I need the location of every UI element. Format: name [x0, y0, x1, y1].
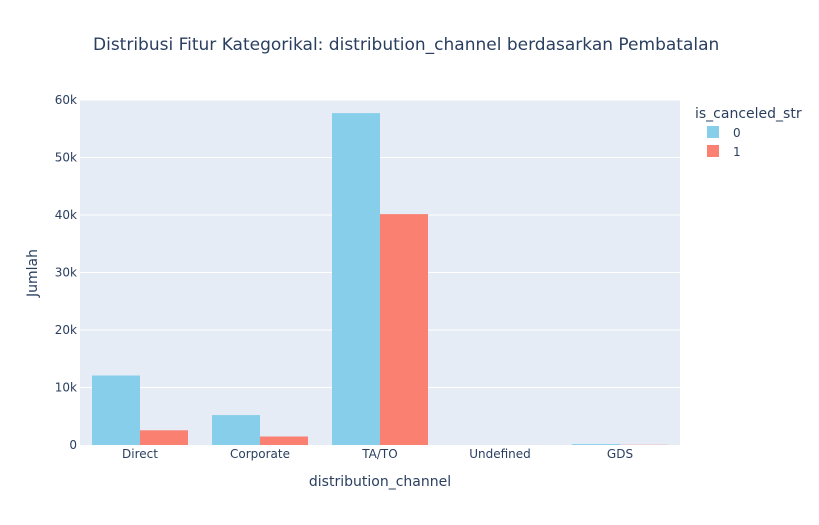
- x-tick-label: Undefined: [469, 447, 531, 461]
- bar: [92, 375, 140, 445]
- legend-title: is_canceled_str: [695, 106, 802, 122]
- y-tick-label: 30k: [55, 266, 77, 280]
- y-tick-label: 60k: [55, 93, 77, 107]
- legend-label: 0: [733, 126, 741, 140]
- legend-swatch: [707, 126, 719, 138]
- bar: [572, 444, 620, 445]
- y-tick-label: 0: [69, 438, 77, 452]
- bar: [332, 113, 380, 446]
- bars: [92, 113, 668, 446]
- x-axis-ticks: Direct Corporate TA/TO Undefined GDS: [122, 447, 633, 461]
- legend: is_canceled_str 0 1: [695, 106, 802, 159]
- bar: [212, 415, 260, 445]
- x-tick-label: Corporate: [230, 447, 290, 461]
- legend-swatch: [707, 145, 719, 157]
- y-axis-title: Jumlah: [25, 249, 41, 298]
- chart-title: Distribusi Fitur Kategorikal: distributi…: [93, 35, 719, 55]
- y-tick-label: 10k: [55, 381, 77, 395]
- y-tick-label: 20k: [55, 323, 77, 337]
- y-axis-ticks: 0 10k 20k 30k 40k 50k 60k: [55, 93, 77, 452]
- legend-label: 1: [733, 145, 741, 159]
- bar: [140, 430, 188, 445]
- x-axis-title: distribution_channel: [309, 474, 451, 490]
- x-tick-label: GDS: [607, 447, 633, 461]
- x-tick-label: TA/TO: [361, 447, 397, 461]
- bar: [260, 436, 308, 445]
- bar: [380, 214, 428, 445]
- y-tick-label: 50k: [55, 151, 77, 165]
- y-tick-label: 40k: [55, 208, 77, 222]
- x-tick-label: Direct: [122, 447, 158, 461]
